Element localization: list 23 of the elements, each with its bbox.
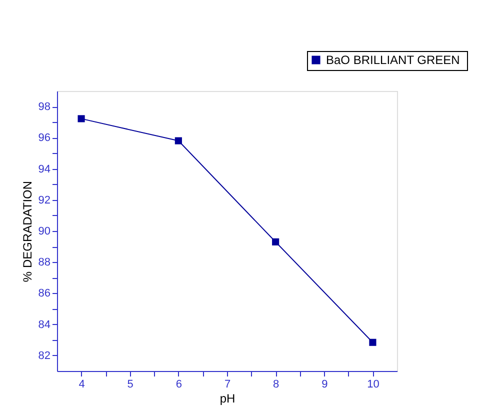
y-tick-label: 88 [38, 256, 50, 269]
y-tick-label: 96 [38, 132, 50, 144]
legend-label: BaO BRILLIANT GREEN [326, 53, 460, 67]
y-axis-title: % DEGRADATION [20, 180, 34, 282]
x-tick-label: 5 [127, 378, 134, 390]
x-axis-title: pH [220, 392, 236, 406]
y-tick-label: 98 [38, 101, 50, 114]
x-tick-label: 9 [322, 378, 328, 390]
point [78, 115, 85, 122]
y-tick-label: 84 [38, 318, 50, 331]
y-tick-label: 94 [38, 163, 50, 176]
x-tick-label: 10 [367, 378, 380, 390]
y-tick-label: 92 [38, 194, 50, 206]
x-tick-label: 7 [224, 378, 231, 390]
point [369, 338, 376, 346]
x-tick-label: 4 [78, 378, 85, 390]
x-tick-label: 8 [273, 378, 280, 390]
y-tick-label: 86 [38, 288, 50, 300]
point [272, 238, 280, 246]
y-tick-label: 90 [38, 226, 50, 238]
x-tick-label: 6 [176, 378, 182, 390]
point [174, 137, 182, 144]
y-tick-label: 82 [38, 350, 50, 362]
